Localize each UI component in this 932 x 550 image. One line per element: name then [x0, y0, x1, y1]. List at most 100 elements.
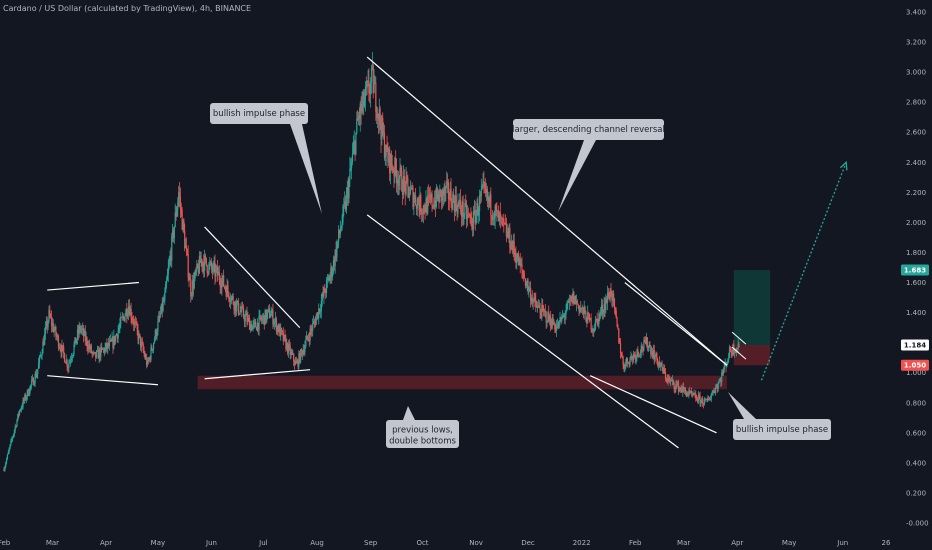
- y-tick-label: 2.800: [906, 99, 926, 107]
- candle-body: [93, 352, 95, 354]
- candle-body: [693, 393, 695, 395]
- candle-body: [266, 313, 268, 321]
- candle-body: [44, 326, 47, 334]
- candle-body: [617, 326, 619, 329]
- candle-body: [697, 395, 699, 402]
- x-tick-label: Jun: [836, 539, 848, 547]
- candle-body: [133, 321, 136, 325]
- candle-body: [712, 391, 714, 393]
- candle-body: [250, 324, 252, 331]
- candle-body: [521, 264, 523, 271]
- candle-body: [281, 331, 284, 333]
- candle-body: [621, 357, 623, 358]
- candle-body: [206, 265, 208, 273]
- candle-body: [514, 252, 516, 256]
- candle-body: [538, 305, 540, 308]
- candle-body: [707, 398, 709, 401]
- candle-body: [465, 202, 467, 206]
- candle-body: [447, 182, 450, 199]
- candle-body: [24, 395, 26, 401]
- candle-body: [477, 202, 479, 216]
- candle-body: [416, 199, 418, 209]
- chart-title: Cardano / US Dollar (calculated by Tradi…: [3, 4, 252, 13]
- candle-body: [588, 314, 591, 321]
- candle-body: [491, 215, 493, 217]
- candle-body: [476, 202, 478, 214]
- candle-body: [703, 399, 706, 405]
- candle-body: [396, 179, 399, 184]
- candle-body: [448, 198, 450, 200]
- candle-body: [430, 194, 432, 200]
- candle-body: [209, 263, 211, 265]
- candle-body: [265, 310, 267, 321]
- y-tick-label: 1.400: [906, 309, 926, 317]
- candle-body: [13, 430, 15, 435]
- candle-body: [152, 349, 154, 351]
- candle-body: [37, 368, 39, 375]
- candle-body: [286, 342, 288, 349]
- candle-body: [31, 378, 34, 381]
- candle-body: [283, 334, 285, 341]
- candle-body: [43, 341, 45, 346]
- candle-body: [278, 325, 280, 332]
- candle-body: [116, 334, 118, 339]
- candle-body: [378, 108, 380, 121]
- candle-body: [404, 182, 406, 194]
- y-tick-label: 3.200: [906, 39, 926, 47]
- candle-body: [717, 383, 719, 389]
- candle-body: [655, 352, 657, 357]
- candle-body: [555, 326, 558, 331]
- candle-body: [685, 392, 687, 397]
- candle-body: [52, 323, 54, 332]
- candle-body: [614, 307, 616, 311]
- candle-body: [160, 303, 162, 314]
- candle-body: [300, 349, 303, 352]
- price-tag-label: 1.050: [904, 362, 926, 370]
- candle-body: [413, 199, 415, 207]
- candle-body: [226, 285, 228, 297]
- candle-body: [493, 218, 495, 219]
- candle-body: [94, 352, 96, 354]
- candle-body: [587, 312, 590, 315]
- candle-body: [36, 374, 38, 378]
- y-tick-label: 2.200: [906, 189, 926, 197]
- candle-body: [705, 399, 707, 400]
- candle-body: [719, 379, 721, 381]
- candle-body: [669, 378, 671, 382]
- candle-body: [504, 222, 506, 224]
- candle-body: [643, 339, 645, 350]
- candle-body: [709, 397, 712, 400]
- candle-body: [609, 288, 611, 300]
- candle-body: [371, 65, 373, 68]
- candle-body: [207, 272, 209, 274]
- candle-body: [466, 214, 469, 220]
- candle-body: [534, 296, 536, 300]
- candle-body: [495, 205, 497, 211]
- candle-body: [596, 318, 598, 320]
- candle-body: [59, 347, 61, 350]
- candle-body: [263, 315, 265, 325]
- candle-body: [248, 318, 251, 330]
- candle-body: [370, 81, 372, 94]
- candle-body: [692, 393, 694, 395]
- candle-body: [331, 271, 334, 277]
- candle-body: [613, 299, 616, 308]
- candle-body: [663, 368, 665, 374]
- projection-arrow: [760, 162, 847, 381]
- candle-body: [410, 187, 412, 189]
- candle-body: [63, 346, 65, 354]
- candle-body: [140, 336, 142, 348]
- candle-body: [240, 310, 242, 312]
- candle-body: [515, 255, 517, 264]
- candle-body: [211, 268, 213, 272]
- x-tick-label: May: [151, 539, 165, 547]
- candle-body: [566, 302, 568, 311]
- candle-body: [558, 320, 560, 328]
- candle-body: [11, 439, 13, 441]
- candle-body: [196, 264, 198, 272]
- candle-body: [536, 305, 539, 308]
- candle-body: [442, 190, 444, 196]
- candle-body: [105, 343, 107, 348]
- candle-body: [161, 303, 163, 311]
